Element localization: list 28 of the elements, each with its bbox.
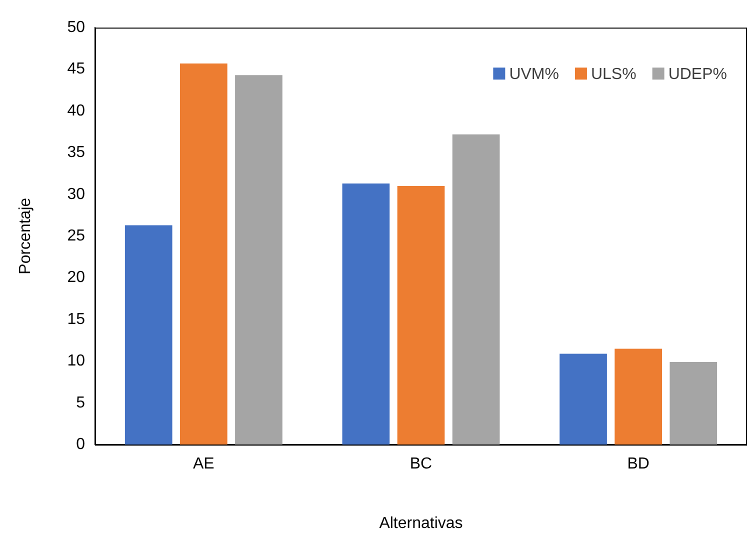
y-tick-label: 45 (67, 60, 86, 78)
legend-label: UDEP% (668, 66, 728, 84)
bar (180, 63, 228, 445)
bar (670, 362, 718, 445)
legend-label: UVM% (509, 66, 559, 84)
y-tick-label: 35 (67, 144, 86, 162)
y-tick-label: 40 (67, 102, 86, 120)
bar (124, 225, 172, 445)
bar (560, 354, 607, 445)
x-tick-label: BC (410, 456, 432, 473)
y-tick-label: 25 (67, 228, 86, 245)
x-tick-label: BD (627, 456, 650, 473)
y-tick-label: 15 (67, 310, 86, 328)
y-tick-label: 20 (67, 269, 86, 286)
y-tick-label: 5 (76, 394, 86, 412)
y-tick-label: 10 (67, 352, 86, 370)
y-tick-label: 30 (67, 186, 86, 203)
y-tick-label: 50 (67, 19, 86, 36)
bar (235, 75, 282, 445)
bar (342, 184, 390, 445)
bar (614, 348, 662, 445)
x-tick-label: AE (192, 456, 214, 473)
y-tick-label: 0 (76, 436, 86, 454)
x-axis-title: Alternativas (379, 514, 463, 532)
bar (452, 134, 500, 445)
bar (397, 186, 445, 445)
legend-label: ULS% (590, 66, 636, 84)
y-axis-title: Porcentaje (17, 198, 34, 274)
